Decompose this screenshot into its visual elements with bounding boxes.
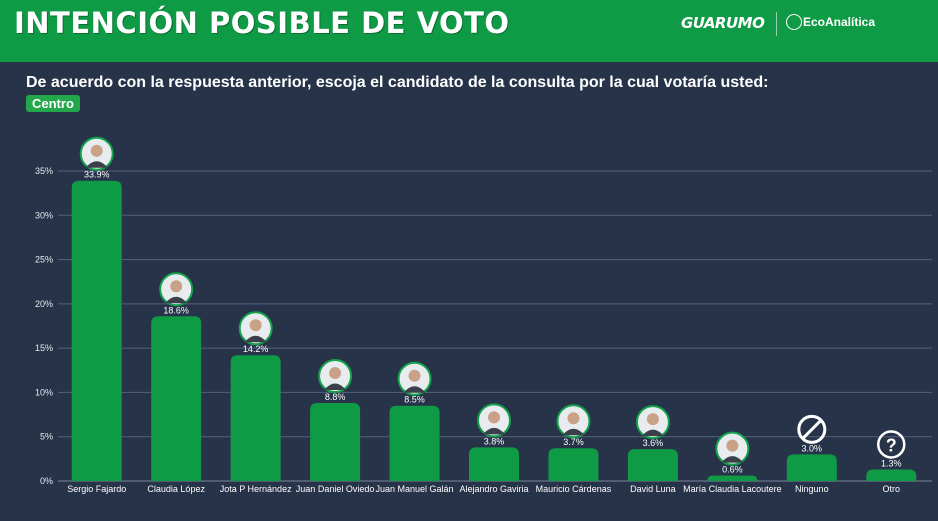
x-tick-label: Juan Daniel Oviedo <box>296 484 375 494</box>
x-tick-label: Jota P Hernández <box>220 484 292 494</box>
candidate-photo-body <box>165 296 188 304</box>
y-tick-label: 5% <box>40 432 53 442</box>
x-tick-label: Claudia López <box>147 484 205 494</box>
candidate-photo-face <box>249 319 262 332</box>
data-label: 14.2% <box>243 344 269 354</box>
y-tick-label: 35% <box>35 166 53 176</box>
data-label: 3.0% <box>802 443 823 453</box>
ban-icon <box>797 414 827 444</box>
category-badge: Centro <box>26 95 80 112</box>
bar <box>389 405 440 481</box>
candidate-photo-face <box>567 412 580 425</box>
x-tick-label: Otro <box>883 484 901 494</box>
y-tick-label: 0% <box>40 476 53 486</box>
page-title: INTENCIÓN POSIBLE DE VOTO <box>14 6 510 40</box>
data-label: 3.8% <box>484 436 505 446</box>
x-tick-label: David Luna <box>630 484 676 494</box>
question-icon-glyph: ? <box>886 435 897 455</box>
bar <box>548 448 599 481</box>
candidate-photo-face <box>726 439 739 452</box>
candidate-photo-body <box>562 428 585 436</box>
header-bar: INTENCIÓN POSIBLE DE VOTO GUARUMO EcoAna… <box>0 0 938 62</box>
candidate-photo-body <box>244 335 267 343</box>
data-label: 18.6% <box>163 305 189 315</box>
y-tick-label: 30% <box>35 210 53 220</box>
data-label: 33.9% <box>84 170 110 180</box>
ecoanalitica-logo: EcoAnalítica <box>803 15 876 29</box>
data-label: 8.5% <box>404 395 425 405</box>
candidate-photo-face <box>408 369 421 382</box>
data-label: 8.8% <box>325 392 346 402</box>
bar <box>151 316 202 481</box>
candidate-photo-face <box>646 413 659 426</box>
candidate-photo-body <box>85 161 108 168</box>
candidate-photo-body <box>483 427 505 435</box>
x-tick-label: Mauricio Cárdenas <box>536 484 612 494</box>
candidate-photo-face <box>329 367 342 380</box>
bar <box>786 454 837 481</box>
data-label: 3.7% <box>563 437 584 447</box>
survey-question: De acuerdo con la respuesta anterior, es… <box>26 74 769 91</box>
data-label: 1.3% <box>881 458 902 468</box>
ban-icon-slash <box>801 419 822 440</box>
bar <box>469 447 519 481</box>
question-icon <box>877 430 906 459</box>
y-tick-label: 15% <box>35 343 53 353</box>
ecoanalitica-logo-icon <box>786 14 802 30</box>
bar <box>310 403 361 481</box>
logo-divider <box>776 12 777 36</box>
candidate-photo-body <box>721 456 744 463</box>
candidate-photo-body <box>403 386 426 393</box>
x-tick-label: Ninguno <box>795 484 829 494</box>
bar <box>866 469 917 481</box>
bar <box>707 475 758 481</box>
data-label: 0.6% <box>722 465 743 475</box>
bar <box>230 355 281 481</box>
bar <box>627 449 678 481</box>
candidate-photo-body <box>641 429 664 437</box>
candidate-photo-face <box>170 280 183 293</box>
data-label: 3.6% <box>643 438 664 448</box>
candidate-photo-body <box>324 383 347 391</box>
y-tick-label: 25% <box>35 255 53 265</box>
y-tick-label: 10% <box>35 387 53 397</box>
x-tick-label: Sergio Fajardo <box>67 484 126 494</box>
y-tick-label: 20% <box>35 299 53 309</box>
bar <box>71 180 122 481</box>
guarumo-logo: GUARUMO <box>681 14 765 32</box>
candidate-photo-face <box>90 144 103 157</box>
x-tick-label: María Claudia Lacoutere <box>683 484 782 494</box>
candidate-photo-face <box>488 411 500 424</box>
x-tick-label: Alejandro Gaviria <box>459 484 528 494</box>
x-tick-label: Juan Manuel Galán <box>376 484 454 494</box>
